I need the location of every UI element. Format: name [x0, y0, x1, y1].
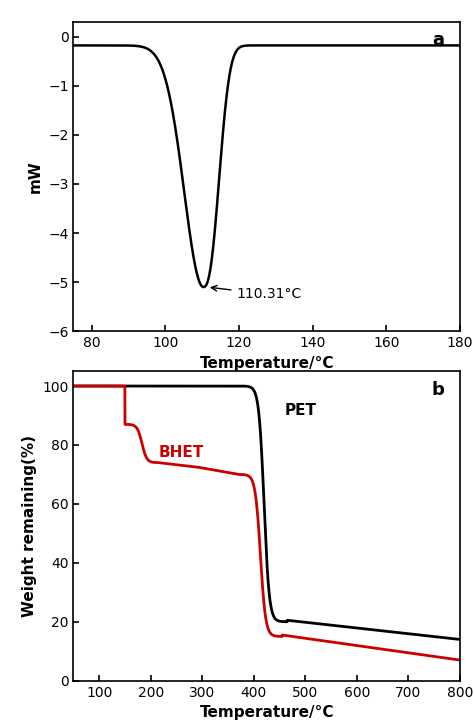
- Text: 110.31°C: 110.31°C: [211, 285, 302, 301]
- Text: BHET: BHET: [158, 445, 204, 460]
- X-axis label: Temperature/°C: Temperature/°C: [200, 356, 334, 371]
- Text: b: b: [431, 381, 444, 398]
- Text: a: a: [432, 31, 444, 49]
- Y-axis label: mW: mW: [27, 160, 43, 193]
- Text: PET: PET: [285, 403, 317, 419]
- Y-axis label: Weight remaining(%): Weight remaining(%): [22, 435, 36, 617]
- X-axis label: Temperature/°C: Temperature/°C: [200, 705, 334, 720]
